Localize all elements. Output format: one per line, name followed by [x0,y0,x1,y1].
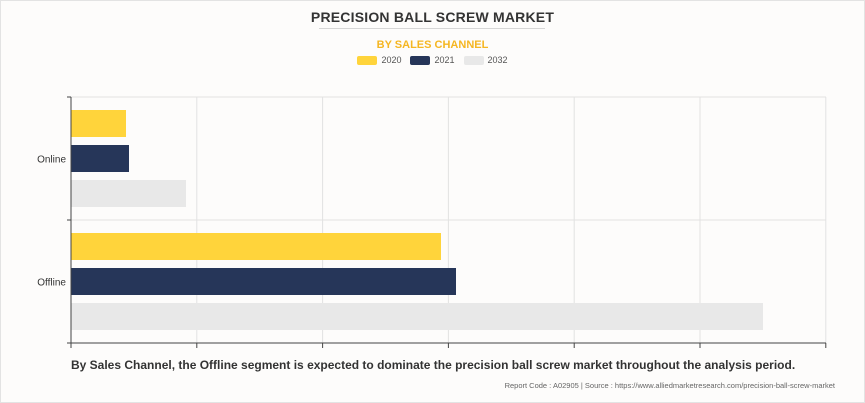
report-source: Report Code : A02905 | Source : https://… [504,381,835,390]
legend-label-2020: 2020 [381,55,402,65]
chart-title: PRECISION BALL SCREW MARKET [310,9,555,25]
category-label-offline: Offline [37,278,66,289]
bar-online-2021 [71,145,129,172]
category-label-online: Online [37,155,66,166]
legend-item-2032[interactable]: 2032 [463,55,508,65]
legend-swatch-2021 [410,55,431,65]
bar-online-2020 [71,110,126,137]
legend-swatch-2020 [357,55,378,65]
bar-offline-2032 [71,303,763,330]
bar-online-2032 [71,180,186,207]
chart-caption: By Sales Channel, the Offline segment is… [71,358,796,372]
legend: 2020 2021 2032 [0,55,865,65]
legend-swatch-2032 [463,55,484,65]
chart-subtitle: BY SALES CHANNEL [376,39,489,51]
title-divider [319,28,545,29]
legend-label-2021: 2021 [434,55,455,65]
bar-offline-2020 [71,233,441,260]
legend-item-2020[interactable]: 2020 [357,55,401,65]
legend-item-2021[interactable]: 2021 [410,55,455,65]
legend-label-2032: 2032 [487,55,508,65]
bar-offline-2021 [71,268,456,295]
